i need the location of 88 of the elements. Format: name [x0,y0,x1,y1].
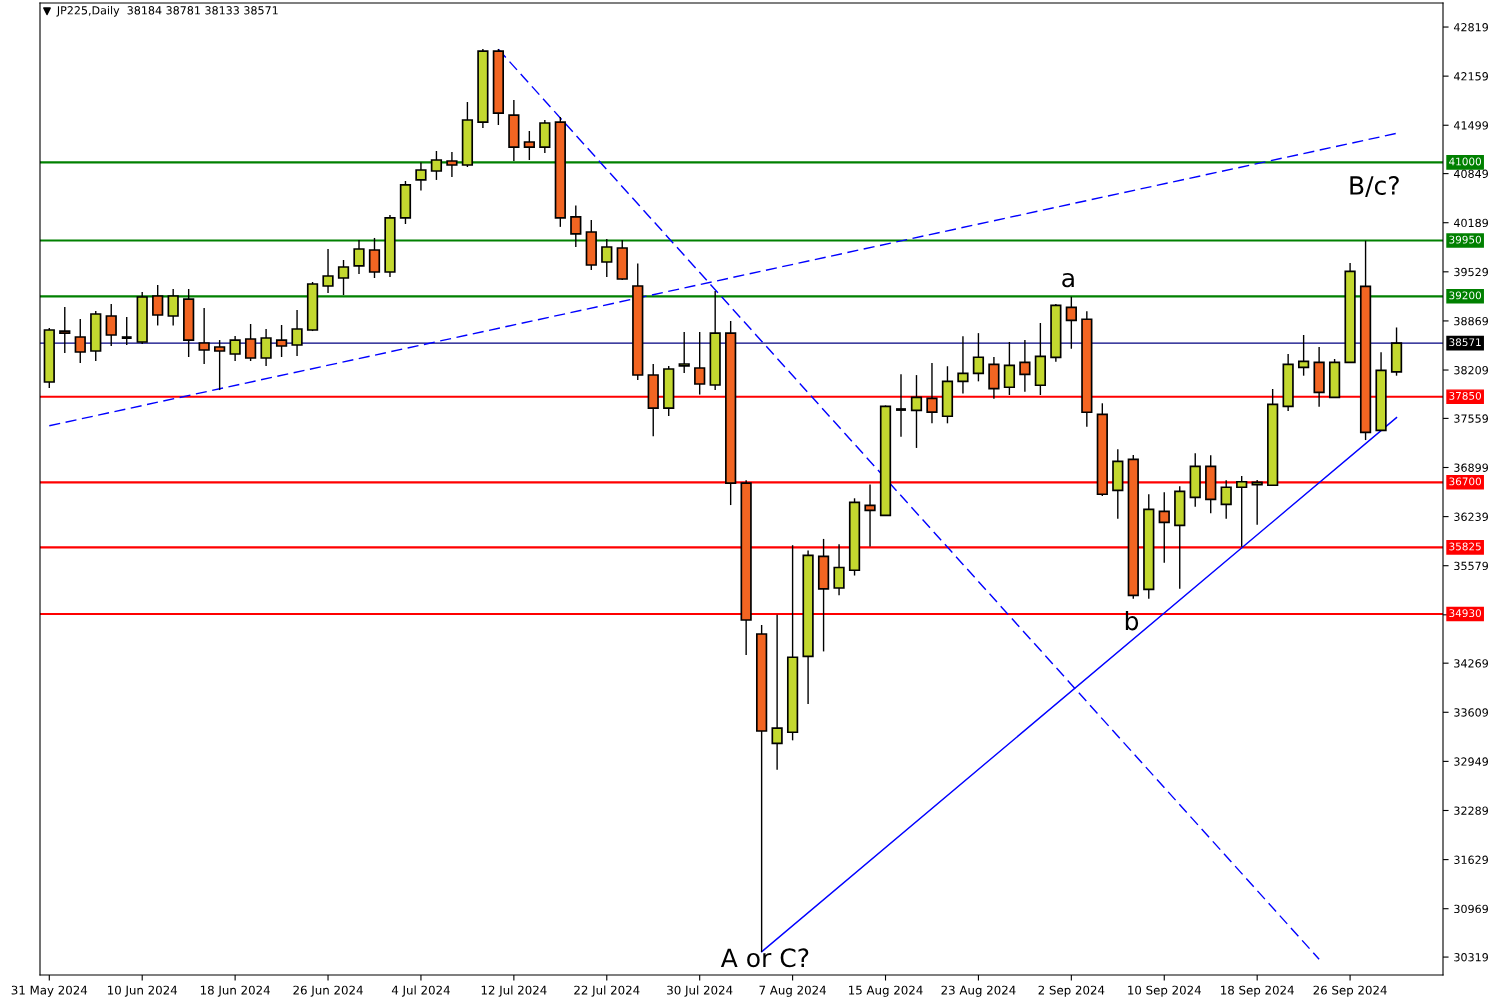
x-tick-label: 2 Sep 2024 [1038,985,1105,997]
candlestick [523,130,535,161]
x-tick-label: 26 Jun 2024 [293,985,363,997]
ref-line-label: 35825 [1449,542,1481,551]
y-tick-label: 42819 [1453,23,1488,32]
candlestick [105,303,117,347]
candlestick [337,259,350,296]
candlestick [910,374,923,449]
candlestick [229,335,241,362]
y-tick-label: 34269 [1454,659,1488,668]
candlestick [244,323,257,362]
y-tick-label: 37559 [1454,414,1488,423]
candlestick [957,335,969,395]
x-tick-label: 12 Jul 2024 [481,985,547,997]
y-tick-label: 36899 [1454,463,1488,472]
x-tick-label: 18 Sep 2024 [1221,985,1294,997]
y-tick-label: 35579 [1454,561,1488,571]
candlestick [926,362,938,424]
annotation: A or C? [720,948,809,968]
candlestick [275,324,288,358]
candlestick [353,239,365,275]
x-tick-label: 10 Jun 2024 [107,985,178,997]
x-tick-label: 22 Jul 2024 [574,985,640,997]
x-tick-label: 31 May 2024 [11,985,88,997]
candlestick [1003,341,1016,396]
candlestick [74,318,86,364]
ref-line-label: 37850 [1449,391,1481,400]
candlestick [1065,296,1077,350]
candlestick [1220,479,1232,520]
y-tick-label: 41499 [1453,121,1488,130]
y-tick-label: 42159 [1453,72,1488,81]
y-tick-label: 32289 [1454,806,1488,815]
x-tick-label: 7 Aug 2024 [759,985,826,997]
candlestick [1236,475,1248,548]
candlestick [570,204,582,248]
candlestick [167,288,179,327]
candlestick [260,328,272,367]
candlestick [972,332,985,383]
candlestick [694,331,706,396]
y-tick-label: 30319 [1454,953,1488,962]
y-tick-label: 30969 [1454,904,1488,914]
candlestick [322,248,334,294]
candlestick [1158,491,1170,564]
candlestick [415,161,427,192]
candlestick [894,373,908,438]
ref-line-label: 36700 [1449,477,1481,486]
y-tick-label: 36239 [1454,512,1488,521]
x-tick-label: 15 Aug 2024 [849,985,923,997]
candlestick [446,151,458,178]
candlestick [1019,339,1031,393]
y-tick-label: 40189 [1453,218,1488,228]
candlestick [1297,334,1310,377]
annotation: a [1062,272,1074,288]
x-tick-label: 26 Sep 2024 [1313,985,1387,997]
candlestick [59,306,71,354]
x-tick-label: 23 Aug 2024 [941,985,1016,997]
y-tick-label: 38869 [1454,316,1488,326]
ref-line-label: 39200 [1449,291,1481,300]
x-tick-label: 18 Jun 2024 [200,985,270,997]
x-tick-label: 4 Jul 2024 [391,985,450,997]
y-tick-label: 31629 [1454,855,1488,864]
candlestick [430,150,443,181]
candlestick [152,284,164,327]
candlestick [864,483,876,548]
y-tick-label: 40849 [1453,169,1488,178]
y-tick-label: 32949 [1454,757,1488,766]
annotation: b [1125,611,1139,631]
candlestick [678,331,690,374]
x-tick-label: 10 Sep 2024 [1128,985,1202,997]
candlestick [601,238,613,278]
ref-line-label: 34930 [1449,609,1481,618]
candlestick [368,237,381,279]
candlestick [1251,479,1263,526]
candlestick [213,339,226,391]
x-tick-label: 30 Jul 2024 [667,985,733,997]
ref-line-label: 39950 [1449,235,1481,244]
candlestick [120,316,134,346]
candlestick [291,309,303,357]
y-tick-label: 39529 [1454,267,1488,277]
annotation: B/c? [1350,176,1399,197]
chart-title: JP225,Daily 38184 38781 38133 38571 [56,5,278,17]
y-tick-label: 33609 [1454,708,1488,717]
candlestick [833,543,845,596]
y-tick-label: 38209 [1454,366,1488,375]
ref-line-label: 38571 [1449,338,1481,347]
candlestick [198,307,210,365]
ref-line-label: 41000 [1449,157,1481,166]
candlestick [771,614,783,771]
